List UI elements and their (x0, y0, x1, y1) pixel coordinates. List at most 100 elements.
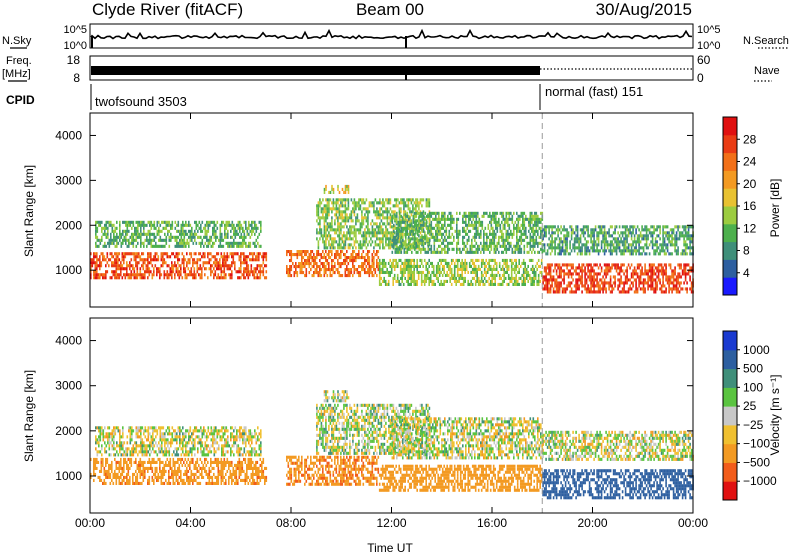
echo-cell (502, 250, 505, 254)
echo-cell (147, 241, 150, 245)
echo-cell (430, 214, 433, 218)
echo-cell (408, 282, 411, 286)
echo-cell (124, 252, 127, 256)
echo-cell (426, 250, 428, 254)
echo-cell (420, 282, 423, 286)
echo-cell (286, 271, 288, 275)
echo-cell (237, 270, 239, 274)
echo-cell (671, 281, 673, 285)
echo-cell (557, 228, 559, 232)
echo-cell (379, 231, 381, 235)
echo-cell (210, 235, 213, 239)
echo-cell (464, 267, 466, 271)
echo-cell (94, 270, 97, 274)
echo-cell (213, 232, 216, 236)
echo-cell (502, 232, 505, 236)
echo-cell (127, 276, 130, 280)
echo-cell (150, 270, 152, 274)
echo-cell (319, 219, 321, 223)
echo-cell (445, 250, 448, 254)
echo-cell (495, 235, 497, 239)
echo-cell (468, 229, 470, 233)
echo-cell (389, 207, 392, 211)
echo-cell (453, 279, 456, 283)
echo-cell (352, 225, 354, 229)
echo-cell (572, 246, 574, 250)
echo-cell (228, 255, 230, 259)
echo-cell (588, 269, 591, 273)
echo-cell (197, 223, 199, 227)
echo-cell (653, 290, 655, 294)
echo-cell (534, 244, 536, 248)
echo-cell (436, 238, 439, 242)
echo-cell (608, 231, 610, 235)
echo-cell (522, 258, 525, 262)
echo-cell (370, 237, 372, 241)
echo-cell (609, 281, 612, 285)
echo-cell (683, 281, 685, 285)
echo-cell (585, 252, 588, 256)
echo-cell (159, 229, 162, 233)
echo-cell (579, 275, 582, 279)
echo-cell (659, 269, 661, 273)
echo-cell (346, 219, 348, 223)
echo-cell (396, 250, 398, 254)
echo-cell (417, 244, 419, 248)
echo-cell (474, 258, 477, 262)
echo-cell (211, 264, 214, 268)
echo-cell (466, 238, 469, 242)
echo-cell (206, 238, 208, 242)
echo-cell (396, 229, 398, 233)
echo-cell (203, 226, 205, 230)
echo-cell (457, 235, 460, 239)
echo-cell (456, 220, 458, 224)
echo-cell (448, 217, 451, 221)
echo-cell (487, 244, 490, 248)
echo-cell (416, 198, 419, 202)
echo-cell (386, 207, 389, 211)
echo-cell (489, 238, 491, 242)
echo-cell (389, 198, 392, 202)
freq-frame (89, 55, 694, 81)
echo-cell (161, 220, 163, 224)
echo-cell (408, 264, 411, 268)
echo-cell (216, 276, 218, 280)
echo-cell (177, 235, 180, 239)
echo-cell (201, 241, 204, 245)
echo-cell (343, 246, 345, 250)
echo-cell (451, 226, 454, 230)
echo-cell (168, 238, 171, 242)
echo-cell (96, 252, 98, 256)
echo-cell (428, 198, 431, 202)
echo-cell (536, 267, 538, 271)
echo-cell (540, 241, 542, 245)
echo-cell (627, 228, 630, 232)
echo-cell (542, 234, 544, 238)
echo-cell (240, 255, 242, 259)
echo-cell (255, 270, 257, 274)
echo-cell (325, 228, 327, 232)
echo-cell (456, 258, 459, 262)
echo-cell (418, 201, 420, 205)
echo-cell (234, 252, 236, 256)
echo-cell (418, 204, 420, 208)
echo-cell (438, 264, 441, 268)
echo-cell (549, 284, 552, 288)
echo-cell (117, 255, 119, 259)
echo-cell (320, 216, 323, 220)
echo-cell (465, 217, 467, 221)
echo-cell (412, 198, 414, 202)
echo-cell (456, 226, 458, 230)
echo-cell (109, 252, 112, 256)
echo-cell (247, 255, 250, 259)
echo-cell (605, 243, 607, 247)
echo-cell (140, 238, 142, 242)
echo-cell (129, 261, 131, 265)
echo-cell (326, 204, 329, 208)
echo-cell (171, 264, 173, 268)
echo-cell (514, 226, 517, 230)
echo-cell (219, 226, 222, 230)
echo-cell (334, 271, 336, 275)
echo-cell (148, 252, 151, 256)
echo-cell (651, 246, 654, 250)
